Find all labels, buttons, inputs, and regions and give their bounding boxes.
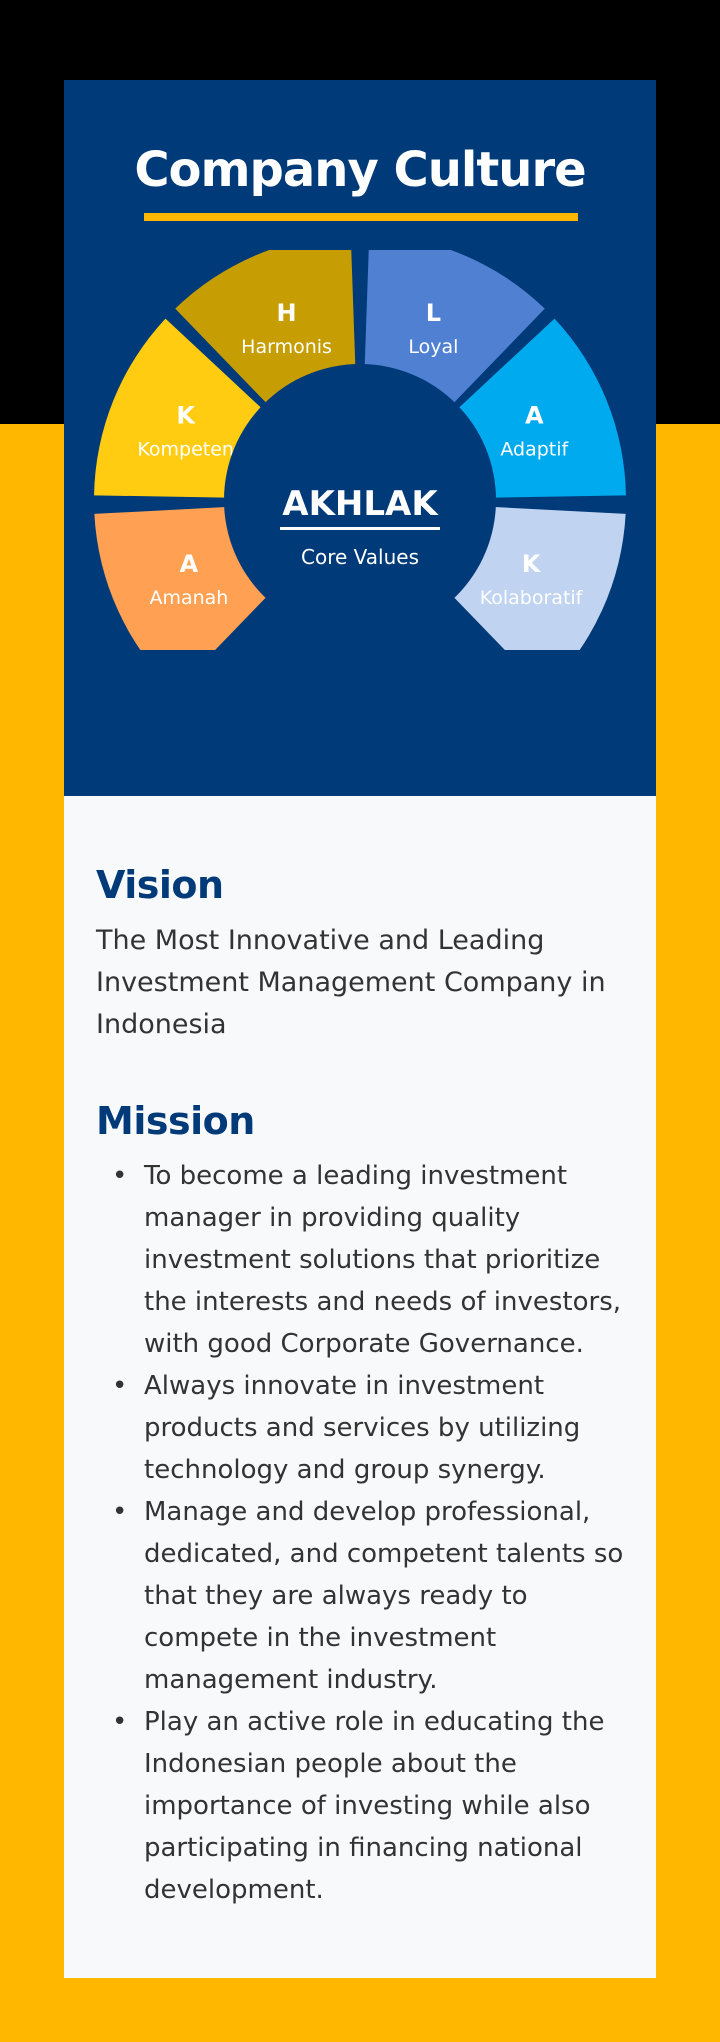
core-value-label: Loyal (408, 336, 458, 358)
core-value-letter: K (522, 550, 542, 578)
core-value-label: Kompeten (137, 439, 234, 461)
bullet-icon: • (112, 1497, 128, 1527)
core-value-segment-adaptif (447, 318, 626, 498)
core-value-label: Kolaboratif (480, 587, 584, 609)
core-value-label: Adaptif (500, 439, 569, 461)
hub-divider (280, 527, 440, 530)
mission-item-text: Manage and develop professional, dedicat… (144, 1497, 624, 1695)
vision-heading: Vision (96, 863, 224, 907)
core-value-segment-loyal (364, 250, 545, 414)
core-values-wheel: A Amanah K Kompeten H Harmonis L Loyal A Adaptif K… (94, 250, 626, 650)
core-value-letter: A (525, 402, 544, 430)
mission-item-text: Always innovate in investment products a… (144, 1371, 581, 1485)
mission-item: • To become a leading investment manager… (96, 1155, 636, 1365)
mission-item: • Manage and develop professional, dedic… (96, 1491, 636, 1701)
core-values-segments: A Amanah K Kompeten H Harmonis L Loyal A Adaptif K… (94, 250, 626, 650)
core-value-segment-kompeten (94, 318, 273, 498)
hub-circle (224, 364, 496, 636)
mission-heading: Mission (96, 1099, 255, 1143)
mission-item: • Play an active role in educating the I… (96, 1701, 636, 1911)
wheel-hub: AKHLAK Core Values (224, 364, 496, 636)
core-value-segment-harmonis (175, 250, 356, 414)
vision-text: The Most Innovative and Leading Investme… (96, 925, 606, 1040)
page-title: Company Culture (134, 142, 586, 198)
core-value-label: Harmonis (241, 336, 332, 358)
core-value-letter: L (426, 299, 441, 327)
core-value-letter: K (176, 402, 196, 430)
core-value-letter: H (276, 299, 296, 327)
culture-card: Company Culture A Amanah K Kompeten H Harmoni… (64, 80, 656, 1978)
mission-item: • Always innovate in investment products… (96, 1365, 636, 1491)
bullet-icon: • (112, 1707, 128, 1737)
core-value-letter: A (180, 550, 199, 578)
mission-item-text: To become a leading investment manager i… (144, 1161, 622, 1359)
core-values-subtitle: Core Values (301, 545, 419, 569)
core-value-label: Amanah (149, 587, 228, 609)
bullet-icon: • (112, 1161, 128, 1191)
core-values-name: AKHLAK (282, 484, 439, 524)
title-underline (144, 213, 578, 221)
mission-item-text: Play an active role in educating the Ind… (144, 1707, 605, 1905)
mission-list: • To become a leading investment manager… (96, 1155, 636, 1911)
culture-banner: Company Culture A Amanah K Kompeten H Harmoni… (64, 80, 656, 796)
bullet-icon: • (112, 1371, 128, 1401)
